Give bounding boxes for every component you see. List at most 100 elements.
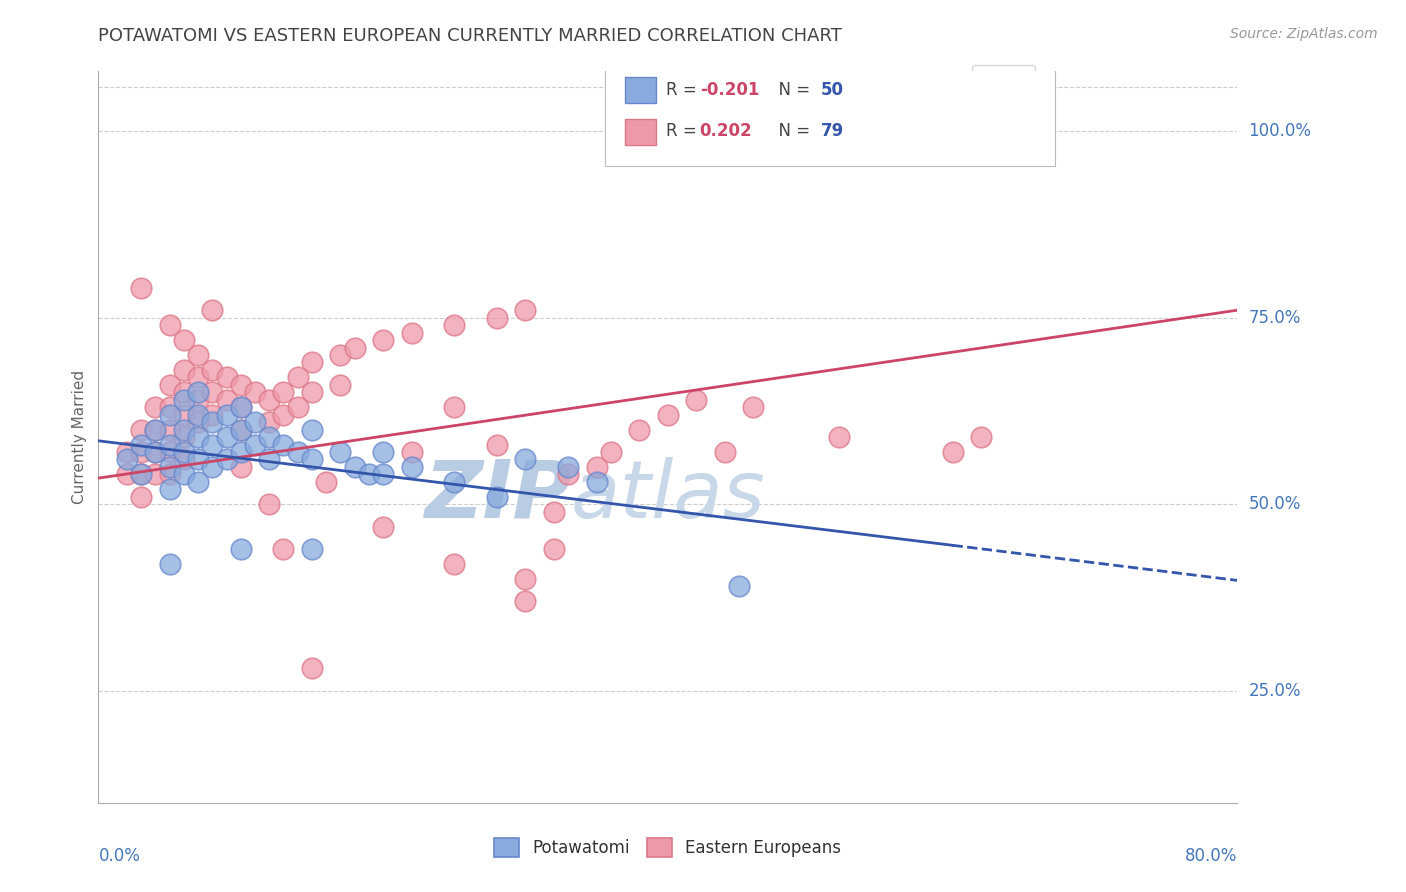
Point (201, 303, 224, 318)
Point (187, 452, 209, 467)
Point (870, 139, 893, 153)
Point (301, 661, 323, 675)
Point (187, 415, 209, 429)
Point (243, 385, 266, 400)
Point (401, 445, 423, 459)
Text: N =: N = (768, 80, 815, 99)
Legend: Potawatomi, Eastern Europeans: Potawatomi, Eastern Europeans (488, 831, 848, 864)
Point (129, 445, 152, 459)
Point (159, 459, 181, 474)
Point (301, 423, 323, 437)
Point (329, 348, 352, 362)
Point (159, 377, 181, 392)
Point (201, 408, 224, 422)
Point (486, 490, 509, 504)
Text: N =: N = (768, 122, 815, 140)
Point (129, 437, 152, 451)
Point (145, 423, 167, 437)
Point (187, 348, 209, 362)
Point (259, 497, 281, 511)
Text: 75.0%: 75.0% (1249, 309, 1301, 326)
FancyBboxPatch shape (624, 78, 657, 103)
Point (173, 467, 195, 482)
Point (585, 459, 607, 474)
Point (145, 445, 167, 459)
Point (443, 401, 465, 415)
Text: -0.201: -0.201 (700, 80, 759, 99)
Point (585, 475, 607, 489)
Point (145, 423, 167, 437)
Point (685, 392, 707, 407)
Point (187, 392, 209, 407)
Point (486, 310, 509, 325)
Point (543, 542, 565, 557)
Point (515, 572, 537, 586)
Text: 0.202: 0.202 (700, 122, 752, 140)
Point (159, 437, 181, 451)
Point (287, 401, 309, 415)
Point (259, 430, 281, 444)
Point (315, 475, 337, 489)
Point (173, 430, 195, 444)
Text: 80.0%: 80.0% (1185, 847, 1237, 864)
Point (129, 467, 152, 482)
Text: 79: 79 (821, 122, 844, 140)
Point (187, 430, 209, 444)
Y-axis label: Currently Married: Currently Married (72, 370, 87, 504)
Point (173, 333, 195, 347)
Point (628, 423, 651, 437)
Point (373, 445, 395, 459)
Point (115, 445, 138, 459)
FancyBboxPatch shape (605, 68, 1054, 167)
Point (187, 385, 209, 400)
Point (657, 408, 679, 422)
Point (173, 423, 195, 437)
Point (243, 415, 266, 429)
Point (129, 467, 152, 482)
Point (229, 542, 252, 557)
Point (187, 475, 209, 489)
Point (173, 452, 195, 467)
Point (129, 423, 152, 437)
Point (714, 445, 737, 459)
Point (229, 423, 252, 437)
Point (515, 594, 537, 608)
Point (443, 557, 465, 571)
Text: 0.0%: 0.0% (98, 847, 141, 864)
Point (273, 542, 295, 557)
Point (557, 459, 579, 474)
Point (145, 467, 167, 482)
Point (301, 542, 323, 557)
Point (229, 401, 252, 415)
Point (373, 467, 395, 482)
Point (259, 392, 281, 407)
Point (201, 437, 224, 451)
Text: 100.0%: 100.0% (1249, 122, 1312, 140)
Point (229, 401, 252, 415)
Text: atlas: atlas (571, 457, 766, 534)
Point (401, 459, 423, 474)
Point (343, 341, 366, 355)
Point (515, 452, 537, 467)
Point (515, 303, 537, 318)
Point (173, 408, 195, 422)
Point (373, 333, 395, 347)
Point (329, 377, 352, 392)
Point (401, 326, 423, 340)
FancyBboxPatch shape (624, 119, 657, 145)
Point (159, 408, 181, 422)
Point (173, 445, 195, 459)
Point (159, 423, 181, 437)
Point (187, 408, 209, 422)
Point (129, 490, 152, 504)
Point (173, 363, 195, 377)
Text: POTAWATOMI VS EASTERN EUROPEAN CURRENTLY MARRIED CORRELATION CHART: POTAWATOMI VS EASTERN EUROPEAN CURRENTLY… (98, 27, 842, 45)
Point (159, 467, 181, 482)
Point (229, 423, 252, 437)
Point (215, 392, 238, 407)
Point (557, 467, 579, 482)
Point (229, 445, 252, 459)
Point (728, 579, 751, 593)
Point (273, 385, 295, 400)
Text: R =: R = (665, 80, 702, 99)
